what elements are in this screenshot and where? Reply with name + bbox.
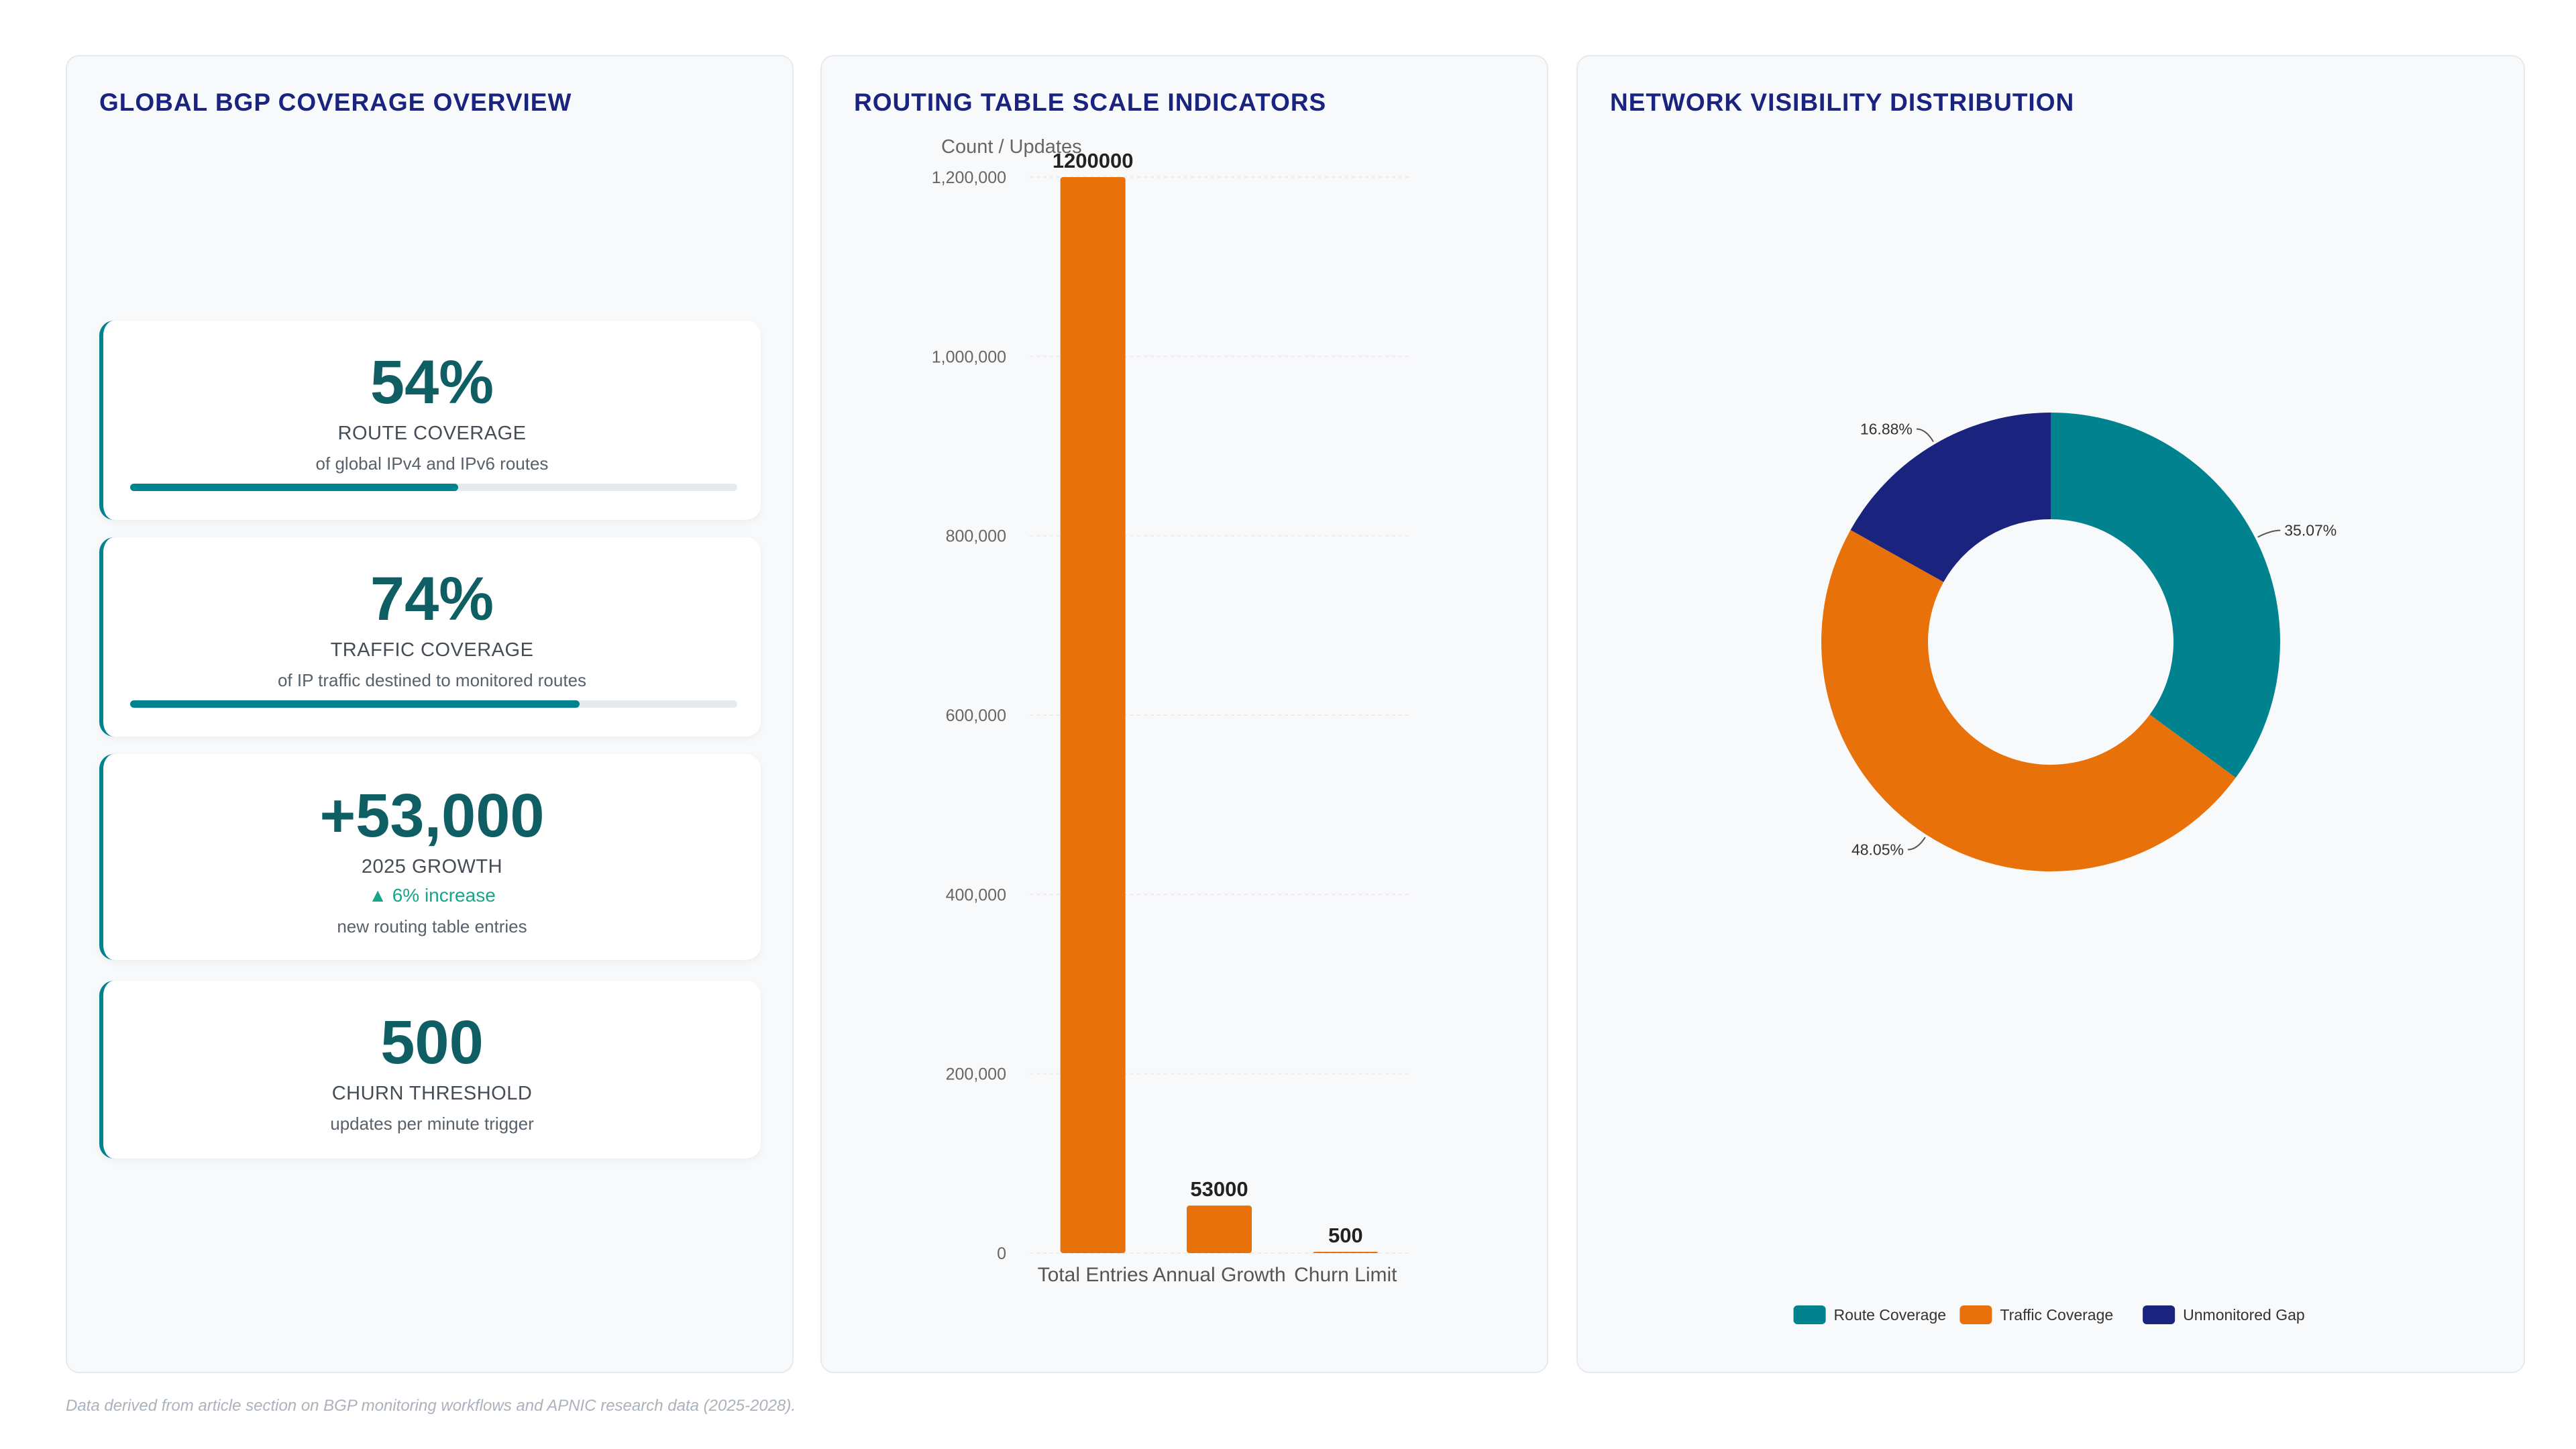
- scale-indicators-panel: ROUTING TABLE SCALE INDICATORS: [820, 55, 1548, 1373]
- growth-card: +53,000 2025 GROWTH ▲ 6% increase new ro…: [99, 754, 761, 960]
- scale-panel-title: ROUTING TABLE SCALE INDICATORS: [854, 89, 1327, 116]
- churn-threshold-card: 500 CHURN THRESHOLD updates per minute t…: [99, 981, 761, 1159]
- route-coverage-label: ROUTE COVERAGE: [337, 423, 527, 444]
- churn-threshold-value: 500: [380, 1008, 484, 1077]
- route-coverage-subtitle: of global IPv4 and IPv6 routes: [315, 453, 549, 474]
- coverage-overview-panel: GLOBAL BGP COVERAGE OVERVIEW 54% ROUTE C…: [66, 55, 794, 1373]
- visibility-distribution-panel: NETWORK VISIBILITY DISTRIBUTION: [1576, 55, 2525, 1373]
- traffic-coverage-progress-fill: [130, 700, 580, 708]
- churn-threshold-label: CHURN THRESHOLD: [331, 1083, 533, 1104]
- footnote: Data derived from article section on BGP…: [66, 1397, 796, 1415]
- churn-threshold-subtitle: updates per minute trigger: [330, 1114, 534, 1134]
- growth-value: +53,000: [319, 782, 545, 850]
- route-coverage-value: 54%: [370, 348, 494, 417]
- traffic-coverage-progress-track: [130, 700, 737, 708]
- traffic-coverage-label: TRAFFIC COVERAGE: [330, 639, 534, 661]
- traffic-coverage-subtitle: of IP traffic destined to monitored rout…: [277, 670, 587, 690]
- growth-label: 2025 GROWTH: [361, 856, 503, 877]
- route-coverage-progress-fill: [130, 484, 458, 491]
- visibility-panel-title: NETWORK VISIBILITY DISTRIBUTION: [1610, 89, 2075, 116]
- route-coverage-progress-track: [130, 484, 737, 491]
- coverage-panel-title: GLOBAL BGP COVERAGE OVERVIEW: [99, 89, 572, 116]
- route-coverage-card: 54% ROUTE COVERAGE of global IPv4 and IP…: [99, 321, 761, 520]
- growth-subtitle: new routing table entries: [337, 916, 527, 936]
- traffic-coverage-value: 74%: [370, 565, 494, 633]
- traffic-coverage-card: 74% TRAFFIC COVERAGE of IP traffic desti…: [99, 537, 761, 737]
- growth-trend: ▲ 6% increase: [368, 885, 496, 906]
